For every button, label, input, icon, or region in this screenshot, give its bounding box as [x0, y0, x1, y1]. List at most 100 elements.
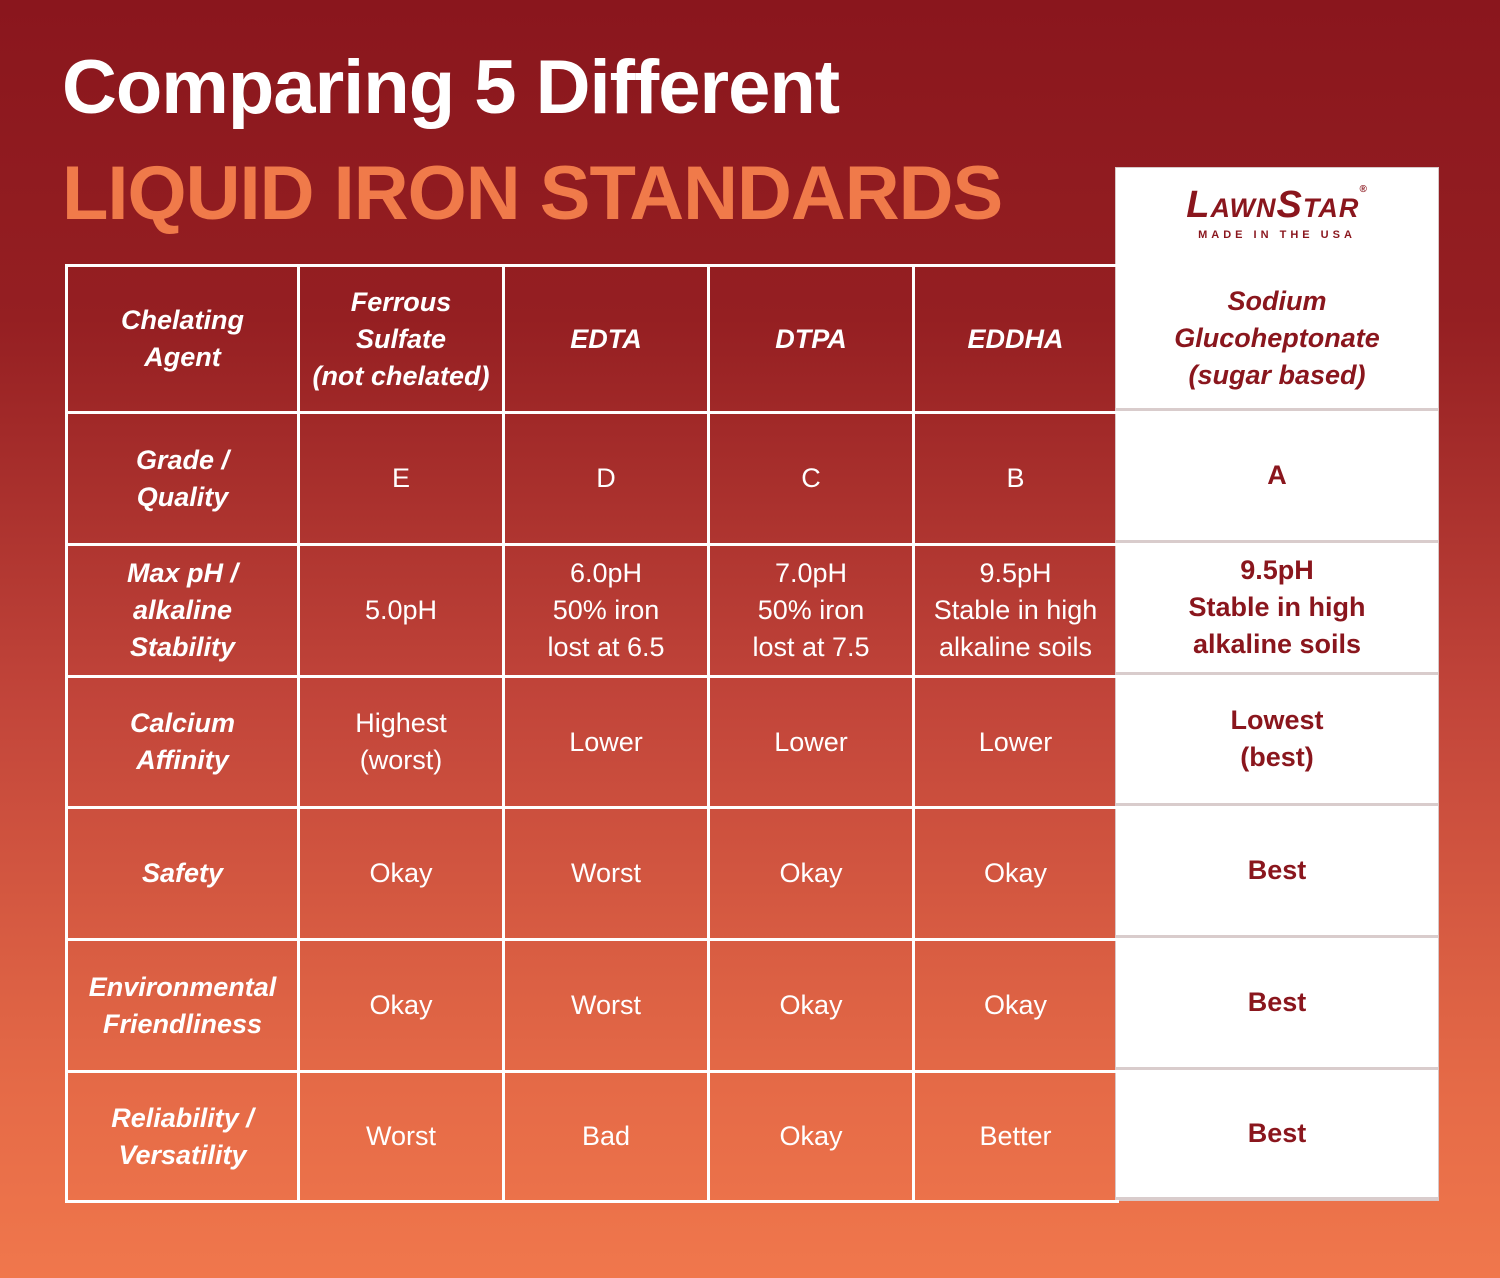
cell-line: 7.0pH [774, 558, 848, 588]
cell-line: Okay [983, 858, 1048, 888]
table-cell: B [912, 411, 1119, 546]
column-header: EDTA [502, 264, 710, 414]
cell-line: 50% iron [552, 595, 660, 625]
cell-line: Lower [774, 726, 848, 757]
table-cell: Okay [297, 938, 505, 1073]
logo: LawnStar® MADE IN THE USA [1116, 184, 1438, 241]
highlight-column [1116, 168, 1438, 1200]
cell-line: alkaline soils [1192, 629, 1362, 659]
table-cell: Okay [297, 806, 505, 941]
cell-line: Chelating [120, 305, 244, 335]
cell-line: alkaline soils [938, 632, 1093, 662]
table-cell: Better [912, 1070, 1119, 1203]
cell-line: Okay [779, 1121, 843, 1151]
cell-line: Stability [129, 632, 236, 662]
cell-line: Quality [136, 481, 229, 512]
table-cell: 6.0pH 50% iron lost at 6.5 [502, 543, 710, 678]
cell-line: Lower [978, 726, 1053, 757]
table-cell: Lower [707, 675, 915, 809]
cell-line: B [1006, 463, 1025, 493]
table-cell: Best [1116, 806, 1438, 938]
row-header: Calcium Affinity [65, 675, 300, 809]
cell-line: Sodium [1227, 285, 1327, 316]
table-cell: Okay [707, 806, 915, 941]
table-cell: Bad [502, 1070, 710, 1203]
table-cell: 9.5pH Stable in high alkaline soils [1116, 543, 1438, 675]
cell-line: Highest [355, 708, 447, 738]
brand-name: LawnStar® [1116, 184, 1438, 227]
brand-mark: ® [1359, 184, 1368, 195]
cell-line: lost at 6.5 [547, 632, 665, 662]
cell-line: Lowest [1230, 705, 1324, 735]
cell-line: alkaline [132, 595, 233, 625]
table-cell: Okay [707, 938, 915, 1073]
cell-line: EDTA [570, 323, 642, 354]
brand-tagline: MADE IN THE USA [1198, 229, 1356, 241]
column-header: DTPA [707, 264, 915, 414]
table-cell: Lower [502, 675, 710, 809]
cell-line: DTPA [775, 323, 847, 354]
row-header: Reliability / Versatility [65, 1070, 300, 1203]
cell-line: 9.5pH [1240, 555, 1314, 585]
cell-line: Agent [144, 342, 221, 372]
cell-line: EDDHA [967, 323, 1064, 354]
column-header: EDDHA [912, 264, 1119, 414]
cell-line: Stable in high [933, 595, 1098, 625]
cell-line: Reliability / [111, 1102, 254, 1133]
cell-line: Versatility [118, 1139, 247, 1170]
cell-line: Okay [779, 858, 843, 888]
table-cell: A [1116, 411, 1438, 543]
table-cell: Lower [912, 675, 1119, 809]
cell-line: Worst [365, 1121, 436, 1151]
cell-line: (sugar based) [1188, 359, 1366, 390]
table-cell: 9.5pH Stable in high alkaline soils [912, 543, 1119, 678]
cell-line: 50% iron [757, 595, 865, 625]
table-cell: Lowest (best) [1116, 675, 1438, 806]
cell-line: 5.0pH [364, 595, 438, 625]
cell-line: Best [1247, 1118, 1307, 1148]
cell-line: Safety [141, 858, 224, 888]
table-cell: Worst [502, 806, 710, 941]
cell-line: (worst) [359, 745, 443, 775]
table-cell: 7.0pH 50% iron lost at 7.5 [707, 543, 915, 678]
table-cell: Okay [912, 938, 1119, 1073]
cell-line: (best) [1240, 742, 1314, 772]
cell-line: Best [1247, 987, 1307, 1017]
cell-line: Max pH / [126, 558, 239, 588]
table-cell: Best [1116, 938, 1438, 1070]
table-cell: Okay [707, 1070, 915, 1203]
cell-line: Glucoheptonate [1174, 322, 1380, 353]
brand-text: LawnStar [1186, 184, 1360, 226]
cell-line: Lower [569, 726, 643, 757]
title: Comparing 5 Different [62, 45, 840, 130]
cell-line: A [1267, 460, 1287, 490]
cell-line: E [391, 463, 410, 493]
table-cell: Best [1116, 1070, 1438, 1200]
cell-line: 6.0pH [569, 558, 643, 588]
cell-line: Friendliness [102, 1008, 263, 1039]
table-cell: D [502, 411, 710, 546]
subtitle: LIQUID IRON STANDARDS [62, 151, 1003, 236]
cell-line: Sulfate [355, 323, 447, 354]
cell-line: Worst [570, 990, 641, 1020]
cell-line: Okay [369, 990, 433, 1020]
cell-line: Best [1247, 855, 1307, 885]
row-header: Environmental Friendliness [65, 938, 300, 1073]
cell-line: Okay [779, 990, 843, 1020]
table-cell: E [297, 411, 505, 546]
row-header: Grade / Quality [65, 411, 300, 546]
table-cell: 5.0pH [297, 543, 505, 678]
cell-line: Worst [570, 858, 641, 888]
cell-line: Better [979, 1121, 1052, 1151]
cell-line: Stable in high [1188, 592, 1366, 622]
table-cell: Highest (worst) [297, 675, 505, 809]
cell-line: Grade / [135, 444, 230, 475]
table-cell: Worst [297, 1070, 505, 1203]
cell-line: Ferrous [350, 286, 452, 317]
cell-line: (not chelated) [312, 360, 490, 391]
column-header: Chelating Agent [65, 264, 300, 414]
cell-line: Affinity [136, 745, 229, 775]
column-header: Sodium Glucoheptonate (sugar based) [1116, 268, 1438, 411]
cell-line: C [801, 463, 821, 493]
